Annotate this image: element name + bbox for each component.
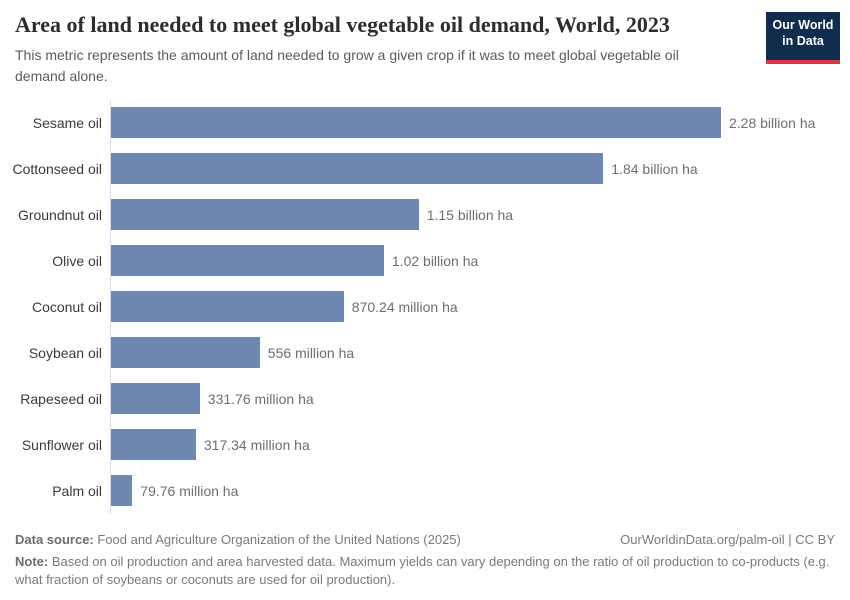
category-label: Palm oil: [52, 482, 102, 499]
header-text-block: Area of land needed to meet global veget…: [15, 12, 727, 86]
value-label: 317.34 million ha: [203, 436, 310, 453]
bar-track: 79.76 million ha: [110, 468, 850, 514]
chart-title: Area of land needed to meet global veget…: [15, 12, 670, 37]
chart-row: Rapeseed oil 331.76 million ha: [0, 376, 850, 422]
category-label: Sesame oil: [32, 114, 102, 131]
chart-footer: Data source: Food and Agriculture Organi…: [0, 531, 850, 590]
note-row: Note: Based on oil production and area h…: [15, 553, 835, 589]
bar: [111, 337, 260, 369]
value-label: 1.84 billion ha: [611, 160, 698, 177]
bar: [111, 383, 200, 415]
bar: [111, 199, 419, 231]
chart-subtitle: This metric represents the amount of lan…: [15, 47, 679, 84]
category-label: Cottonseed oil: [12, 160, 102, 177]
data-source: Data source: Food and Agriculture Organi…: [15, 531, 461, 549]
owid-logo-line2: in Data: [782, 33, 824, 48]
owid-logo: Our World in Data: [766, 12, 840, 64]
bar-track: 870.24 million ha: [110, 284, 850, 330]
note-label: Note:: [15, 554, 49, 570]
chart-row: Sesame oil 2.28 billion ha: [0, 100, 850, 146]
attribution: OurWorldinData.org/palm-oil | CC BY: [620, 531, 835, 547]
bar-track: 317.34 million ha: [110, 422, 850, 468]
chart-row: Cottonseed oil 1.84 billion ha: [0, 146, 850, 192]
chart-row: Palm oil 79.76 million ha: [0, 468, 850, 514]
value-label: 1.02 billion ha: [391, 252, 479, 269]
bar-track: 2.28 billion ha: [110, 100, 850, 146]
chart-row: Sunflower oil 317.34 million ha: [0, 422, 850, 468]
category-label: Sunflower oil: [21, 436, 102, 453]
y-axis-line: [110, 99, 111, 514]
source-row: Data source: Food and Agriculture Organi…: [15, 531, 835, 549]
category-label: Soybean oil: [28, 344, 102, 361]
bar: [111, 291, 344, 323]
value-label: 870.24 million ha: [351, 298, 458, 315]
chart-row: Groundnut oil 1.15 billion ha: [0, 192, 850, 238]
bar: [111, 429, 196, 461]
bar-track: 331.76 million ha: [110, 376, 850, 422]
chart-row: Coconut oil 870.24 million ha: [0, 284, 850, 330]
value-label: 2.28 billion ha: [729, 114, 816, 131]
owid-logo-line1: Our World: [772, 18, 834, 32]
chart-header: Area of land needed to meet global veget…: [0, 0, 850, 86]
bar: [111, 475, 133, 507]
bar: [111, 153, 604, 185]
value-label: 1.15 billion ha: [426, 206, 514, 223]
data-source-label: Data source:: [15, 531, 94, 547]
category-label: Rapeseed oil: [20, 390, 102, 407]
chart-row: Olive oil 1.02 billion ha: [0, 238, 850, 284]
value-label: 556 million ha: [267, 344, 355, 361]
value-label: 331.76 million ha: [207, 390, 314, 407]
category-label: Coconut oil: [31, 298, 102, 315]
bar-track: 1.84 billion ha: [110, 146, 850, 192]
bar-track: 1.15 billion ha: [110, 192, 850, 238]
bar: [111, 245, 384, 277]
data-source-text: Food and Agriculture Organization of the…: [93, 531, 461, 547]
chart-row: Soybean oil 556 million ha: [0, 330, 850, 376]
bar-track: 556 million ha: [110, 330, 850, 376]
category-label: Olive oil: [52, 252, 102, 269]
bar-track: 1.02 billion ha: [110, 238, 850, 284]
value-label: 79.76 million ha: [140, 482, 239, 499]
note-text: Based on oil production and area harvest…: [15, 554, 830, 588]
bar-chart: Sesame oil 2.28 billion ha Cottonseed oi…: [0, 99, 850, 514]
bar: [111, 107, 721, 139]
category-label: Groundnut oil: [17, 206, 102, 223]
